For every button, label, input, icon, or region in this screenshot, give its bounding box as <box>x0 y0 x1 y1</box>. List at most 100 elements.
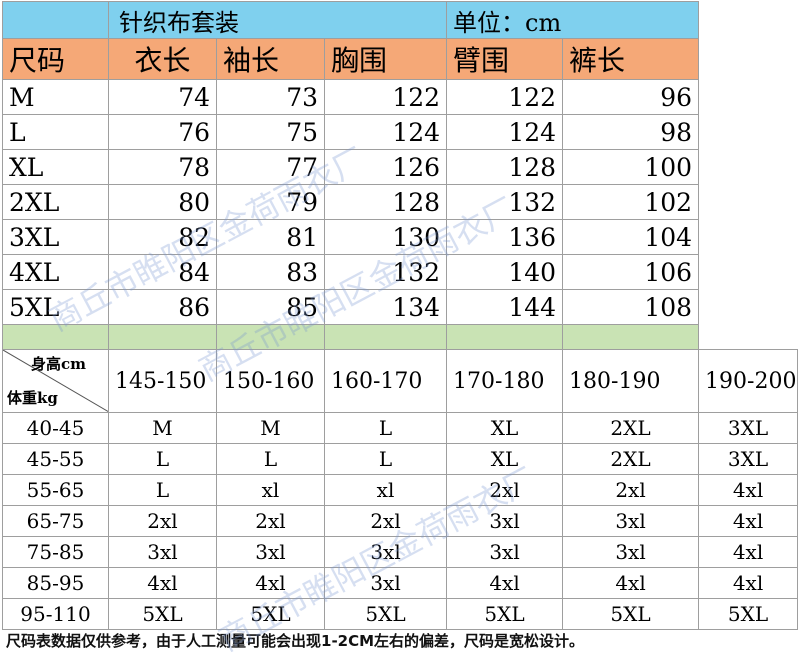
recommended-size-cell: 5XL <box>108 598 217 630</box>
recommended-size-cell: 2xl <box>446 474 564 506</box>
measurement-cell: 77 <box>216 149 325 185</box>
table-row: 5XL 86 85 134 144 108 <box>2 289 798 325</box>
separator-cell <box>108 324 217 350</box>
height-range-cell: 160-170 <box>323 349 448 413</box>
size-label-cell: L <box>2 114 109 150</box>
measurement-cell: 75 <box>216 114 325 150</box>
recommended-size-cell: 3xl <box>216 536 325 568</box>
measurement-cell: 134 <box>323 289 448 325</box>
measurement-cell: 128 <box>323 184 448 220</box>
measurement-cell: 82 <box>108 219 217 255</box>
measurement-cell: 126 <box>323 149 448 185</box>
recommended-size-cell: M <box>108 412 217 444</box>
recommended-size-cell: XL <box>446 443 564 475</box>
column-header-row: 尺码 衣长 袖长 胸围 臂围 裤长 <box>2 38 798 80</box>
col-header-size: 尺码 <box>2 38 109 80</box>
table-row: 95-110 5XL 5XL 5XL 5XL 5XL 5XL <box>2 598 798 630</box>
measurement-cell: 98 <box>562 114 700 150</box>
measurement-cell: 96 <box>562 79 700 115</box>
product-title: 针织布套装 <box>107 1 448 39</box>
size-label-cell: 5XL <box>2 289 109 325</box>
recommended-size-cell: L <box>216 443 325 475</box>
measurement-cell: 80 <box>108 184 217 220</box>
measurement-cell: 128 <box>446 149 564 185</box>
measurement-cell: 86 <box>108 289 217 325</box>
recommended-size-cell: 5XL <box>446 598 564 630</box>
recommended-size-cell: L <box>323 443 448 475</box>
height-range-cell: 180-190 <box>562 349 700 413</box>
disclaimer-note: 尺码表数据仅供参考，由于人工测量可能会出现1-2CM左右的偏差，尺码是宽松设计。 <box>6 632 585 650</box>
measurement-cell: 78 <box>108 149 217 185</box>
weight-range-cell: 40-45 <box>2 412 109 444</box>
table-row: L 76 75 124 124 98 <box>2 114 798 150</box>
recommended-size-cell: 3xl <box>446 505 564 537</box>
separator-cell <box>216 324 325 350</box>
recommended-size-cell: 5XL <box>562 598 700 630</box>
col-header-pants: 裤长 <box>562 38 700 80</box>
height-range-cell: 145-150 <box>108 349 217 413</box>
measurement-cell: 132 <box>446 184 564 220</box>
recommended-size-cell: 4xl <box>698 474 798 506</box>
separator-cell <box>323 324 448 350</box>
measurement-cell: 122 <box>446 79 564 115</box>
recommended-size-cell: 4xl <box>698 536 798 568</box>
recommended-size-cell: 2XL <box>562 412 700 444</box>
separator-cell <box>562 324 700 350</box>
height-axis-label: 身高cm <box>30 355 86 373</box>
height-range-cell: 170-180 <box>446 349 564 413</box>
recommended-size-cell: 2xl <box>108 505 217 537</box>
recommended-size-cell: 3xl <box>108 536 217 568</box>
height-range-cell: 190-200 <box>698 349 798 413</box>
measurement-cell: 144 <box>446 289 564 325</box>
recommended-size-cell: 3XL <box>698 443 798 475</box>
measurement-cell: 104 <box>562 219 700 255</box>
recommended-size-cell: 5XL <box>698 598 798 630</box>
table-row: 85-95 4xl 4xl 3xl 4xl 4xl 4xl <box>2 567 798 599</box>
size-label-cell: M <box>2 79 109 115</box>
recommended-size-cell: 2xl <box>562 474 700 506</box>
recommended-size-cell: 3XL <box>698 412 798 444</box>
measurement-cell: 73 <box>216 79 325 115</box>
table-row: XL 78 77 126 128 100 <box>2 149 798 185</box>
measurement-cell: 85 <box>216 289 325 325</box>
table-row: 45-55 L L L XL 2XL 3XL <box>2 443 798 475</box>
table-row: M 74 73 122 122 96 <box>2 79 798 115</box>
weight-range-cell: 85-95 <box>2 567 109 599</box>
measurement-cell: 74 <box>108 79 217 115</box>
recommended-size-cell: 3xl <box>562 505 700 537</box>
recommended-size-cell: 4xl <box>446 567 564 599</box>
measurement-cell: 81 <box>216 219 325 255</box>
recommended-size-cell: L <box>108 443 217 475</box>
height-weight-corner-cell: 身高cm 体重kg <box>2 349 109 413</box>
measurement-cell: 132 <box>323 254 448 290</box>
recommended-size-cell: 2xl <box>216 505 325 537</box>
recommended-size-cell: 4xl <box>698 505 798 537</box>
size-label-cell: 2XL <box>2 184 109 220</box>
recommended-size-cell: 4xl <box>698 567 798 599</box>
measurement-cell: 102 <box>562 184 700 220</box>
recommended-size-cell: 3xl <box>323 567 448 599</box>
size-label-cell: XL <box>2 149 109 185</box>
size-label-cell: 4XL <box>2 254 109 290</box>
diagonal-line <box>3 350 108 412</box>
measurement-cell: 108 <box>562 289 700 325</box>
size-chart-table: 针织布套装 单位：cm 尺码 衣长 袖长 胸围 臂围 裤长 M 74 73 122 12… <box>2 1 798 630</box>
measurement-cell: 124 <box>323 114 448 150</box>
col-header-arm: 臂围 <box>446 38 564 80</box>
recommended-size-cell: xl <box>323 474 448 506</box>
recommended-size-cell: 4xl <box>108 567 217 599</box>
measurement-cell: 79 <box>216 184 325 220</box>
weight-axis-label: 体重kg <box>7 389 58 407</box>
table-row: 2XL 80 79 128 132 102 <box>2 184 798 220</box>
recommended-size-cell: 3xl <box>446 536 564 568</box>
separator-row <box>2 324 798 350</box>
recommended-size-cell: 5XL <box>216 598 325 630</box>
table-row: 75-85 3xl 3xl 3xl 3xl 3xl 4xl <box>2 536 798 568</box>
height-range-cell: 150-160 <box>216 349 325 413</box>
recommended-size-cell: 3xl <box>562 536 700 568</box>
table-row: 3XL 82 81 130 136 104 <box>2 219 798 255</box>
weight-range-cell: 55-65 <box>2 474 109 506</box>
recommended-size-cell: 3xl <box>323 536 448 568</box>
measurement-cell: 124 <box>446 114 564 150</box>
